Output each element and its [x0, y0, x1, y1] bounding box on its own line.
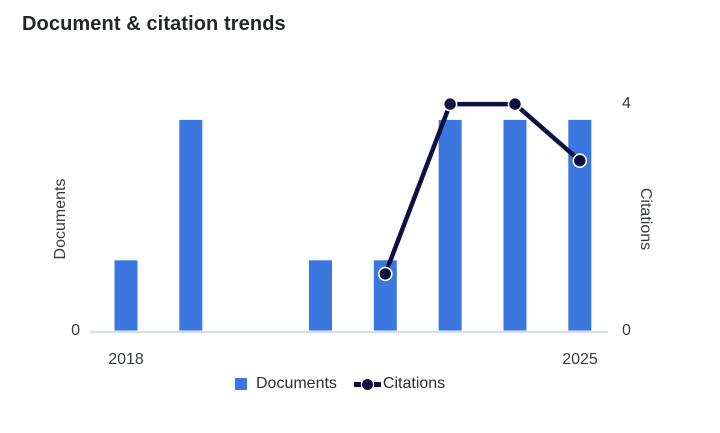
legend-item-documents[interactable]: Documents [235, 375, 337, 393]
citations-line [383, 101, 583, 277]
y-axis-title-documents: Documents [52, 178, 69, 260]
chart-legend: Documents Citations [235, 375, 445, 393]
right-axis-tick-max: 4 [622, 95, 631, 112]
documents-bar-2025[interactable] [568, 119, 592, 331]
documents-bar-2024[interactable] [503, 119, 527, 331]
citations-point-2023[interactable] [442, 96, 458, 112]
legend-label-citations: Citations [382, 375, 446, 392]
citations-point-2022[interactable] [378, 266, 393, 282]
documents-bar-2018[interactable] [114, 260, 138, 331]
chart-title: Document & citation trends [22, 13, 286, 35]
citations-point-2025[interactable] [572, 153, 588, 168]
legend-label-documents: Documents [256, 375, 337, 392]
citations-line-marker-icon [353, 378, 381, 390]
x-axis-label-2025: 2025 [562, 351, 598, 368]
documents-swatch-icon [235, 378, 247, 390]
documents-bar-2021[interactable] [308, 260, 332, 331]
documents-bar-2023[interactable] [438, 119, 462, 331]
right-axis-tick-zero: 0 [622, 322, 631, 339]
citations-point-2024[interactable] [507, 96, 523, 112]
legend-item-citations[interactable]: Citations [353, 375, 446, 393]
documents-bar-2019[interactable] [179, 119, 203, 331]
left-axis-tick-zero: 0 [71, 322, 80, 339]
y-axis-title-citations: Citations [637, 187, 654, 251]
x-axis-label-2018: 2018 [108, 351, 144, 368]
